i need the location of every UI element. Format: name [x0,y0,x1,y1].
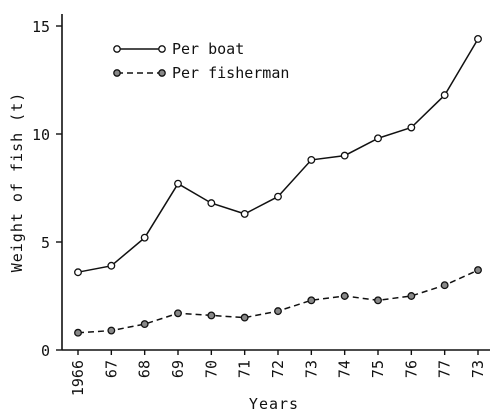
data-point [374,296,382,305]
data-point [140,320,149,329]
data-point [474,266,482,275]
data-point [307,155,316,164]
data-point [107,326,116,335]
y-ticks: 0 5 10 15 [32,18,62,360]
data-point [240,313,249,322]
legend-label: Per boat [172,40,244,58]
data-point [174,309,182,318]
data-point [74,328,82,337]
y-axis-title: Weight of fish (t) [8,92,26,273]
x-tick-label: 1966 [69,360,87,396]
legend-label: Per fisherman [172,64,289,82]
x-tick-label: 70 [202,360,220,378]
data-point [440,281,449,290]
x-tick-label: 76 [402,360,420,378]
x-ticks: 1966 67 68 69 70 71 72 73 74 75 76 77 73 [69,350,487,396]
x-tick-label: 68 [136,360,154,378]
axes [61,14,490,351]
data-point [74,268,82,277]
x-tick-label: 72 [269,360,287,378]
data-point [340,292,349,300]
data-point [274,307,282,316]
data-point [240,209,249,218]
y-tick-label: 0 [41,342,50,360]
data-point [440,91,449,100]
data-point [207,311,216,320]
series-line-2 [77,269,479,334]
data-point [407,123,416,132]
data-point [174,179,182,188]
data-point [140,233,149,242]
legend-marker [113,45,121,53]
data-point [274,192,282,201]
x-tick-label: 74 [336,360,354,378]
legend: Per boat Per fisherman [113,40,289,82]
x-tick-label: 75 [369,360,387,378]
x-tick-label: 67 [102,360,120,378]
data-point [307,296,316,305]
legend-marker [158,45,166,53]
legend-marker [113,69,121,77]
x-tick-label: 71 [236,360,254,378]
data-point [474,35,482,43]
x-axis-title: Years [249,395,299,413]
data-point [340,151,349,160]
y-tick-label: 15 [32,18,50,36]
legend-marker [158,69,166,77]
x-tick-label: 69 [169,360,187,378]
x-tick-label: 73 [469,360,487,378]
y-tick-label: 10 [32,126,50,144]
data-point [407,292,416,300]
data-point [374,134,382,143]
x-tick-label: 73 [302,360,320,378]
series-layer [74,35,482,337]
y-tick-label: 5 [41,234,50,252]
data-point [107,261,116,270]
x-tick-label: 77 [436,360,454,378]
data-point [207,199,216,208]
